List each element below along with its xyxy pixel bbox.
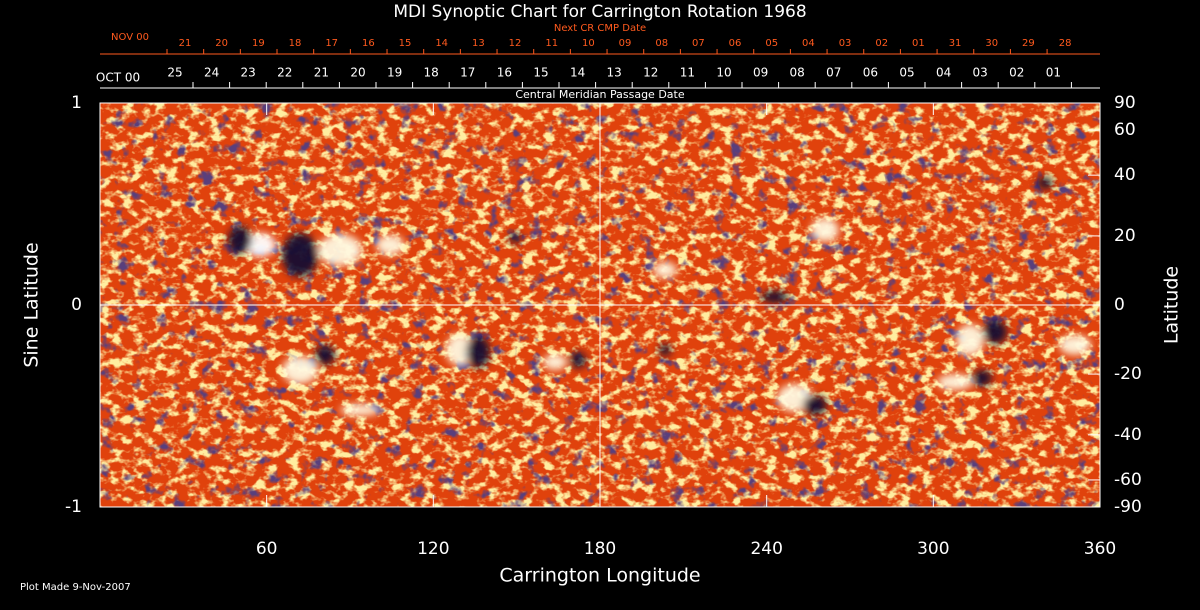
y2-tick-label: 20 — [1114, 226, 1136, 246]
next-cmp-day: 08 — [655, 38, 668, 49]
cmp-day: 24 — [204, 66, 219, 80]
cmp-day: 12 — [643, 66, 658, 80]
next-cmp-day: 11 — [545, 38, 558, 49]
cmp-day: 25 — [167, 66, 182, 80]
next-cmp-day: 29 — [1022, 38, 1035, 49]
cmp-day: 14 — [570, 66, 585, 80]
next-cmp-month: NOV 00 — [111, 32, 149, 43]
y-tick-label: 0 — [71, 295, 82, 315]
next-cmp-day: 09 — [619, 38, 632, 49]
next-cmp-day: 16 — [362, 38, 375, 49]
y2-tick-label: 90 — [1114, 93, 1136, 113]
x-tick-label: 120 — [417, 539, 449, 559]
cmp-day: 16 — [497, 66, 512, 80]
cmp-day: 06 — [863, 66, 878, 80]
next-cmp-day: 13 — [472, 38, 485, 49]
next-cmp-day: 18 — [289, 38, 302, 49]
cmp-day: 21 — [314, 66, 329, 80]
cmp-day: 18 — [424, 66, 439, 80]
y-tick-label: -1 — [65, 497, 82, 517]
x-tick-label: 240 — [750, 539, 782, 559]
next-cmp-day: 28 — [1059, 38, 1072, 49]
next-cmp-label: Next CR CMP Date — [554, 23, 646, 34]
cmp-day: 10 — [716, 66, 731, 80]
cmp-day: 02 — [1009, 66, 1024, 80]
next-cmp-day: 15 — [399, 38, 412, 49]
cmp-day: 07 — [826, 66, 841, 80]
next-cmp-day: 19 — [252, 38, 265, 49]
next-cmp-day: 10 — [582, 38, 595, 49]
footnote: Plot Made 9-Nov-2007 — [20, 582, 131, 593]
cmp-month: OCT 00 — [96, 71, 140, 85]
next-cmp-day: 01 — [912, 38, 925, 49]
y2-tick-label: 40 — [1114, 165, 1136, 185]
chart-title: MDI Synoptic Chart for Carrington Rotati… — [393, 2, 806, 22]
next-cmp-day: 02 — [875, 38, 888, 49]
cmp-day: 23 — [241, 66, 256, 80]
cmp-day: 20 — [350, 66, 365, 80]
y2-tick-label: -20 — [1114, 364, 1142, 384]
cmp-day: 15 — [533, 66, 548, 80]
y2-tick-label: 0 — [1114, 295, 1125, 315]
next-cmp-day: 05 — [765, 38, 778, 49]
x-tick-label: 180 — [584, 539, 616, 559]
cmp-day: 19 — [387, 66, 402, 80]
x-tick-label: 60 — [256, 539, 278, 559]
next-cmp-day: 04 — [802, 38, 815, 49]
next-cmp-day: 21 — [179, 38, 192, 49]
cmp-day: 11 — [680, 66, 695, 80]
next-cmp-day: 12 — [509, 38, 522, 49]
next-cmp-day: 07 — [692, 38, 705, 49]
y2-tick-label: -60 — [1114, 470, 1142, 490]
next-cmp-day: 03 — [839, 38, 852, 49]
y-axis-label: Sine Latitude — [21, 242, 43, 367]
y2-tick-label: 60 — [1114, 120, 1136, 140]
next-cmp-day: 14 — [435, 38, 448, 49]
next-cmp-day: 06 — [729, 38, 742, 49]
x-tick-label: 300 — [917, 539, 949, 559]
next-cmp-day: 31 — [949, 38, 962, 49]
cmp-day: 09 — [753, 66, 768, 80]
cmp-day: 05 — [899, 66, 914, 80]
y-tick-label: 1 — [71, 93, 82, 113]
y2-tick-label: -90 — [1114, 497, 1142, 517]
next-cmp-day: 30 — [985, 38, 998, 49]
cmp-day: 03 — [973, 66, 988, 80]
cmp-day: 17 — [460, 66, 475, 80]
next-cmp-day: 17 — [325, 38, 338, 49]
cmp-day: 13 — [607, 66, 622, 80]
y2-axis-label: Latitude — [1161, 266, 1183, 344]
cmp-day: 08 — [790, 66, 805, 80]
y2-tick-label: -40 — [1114, 425, 1142, 445]
cmp-day: 04 — [936, 66, 951, 80]
cmp-day: 22 — [277, 66, 292, 80]
next-cmp-day: 20 — [215, 38, 228, 49]
x-axis-label: Carrington Longitude — [499, 565, 700, 587]
cmp-day: 01 — [1046, 66, 1061, 80]
cmp-label: Central Meridian Passage Date — [515, 88, 684, 101]
x-tick-label: 360 — [1084, 539, 1116, 559]
